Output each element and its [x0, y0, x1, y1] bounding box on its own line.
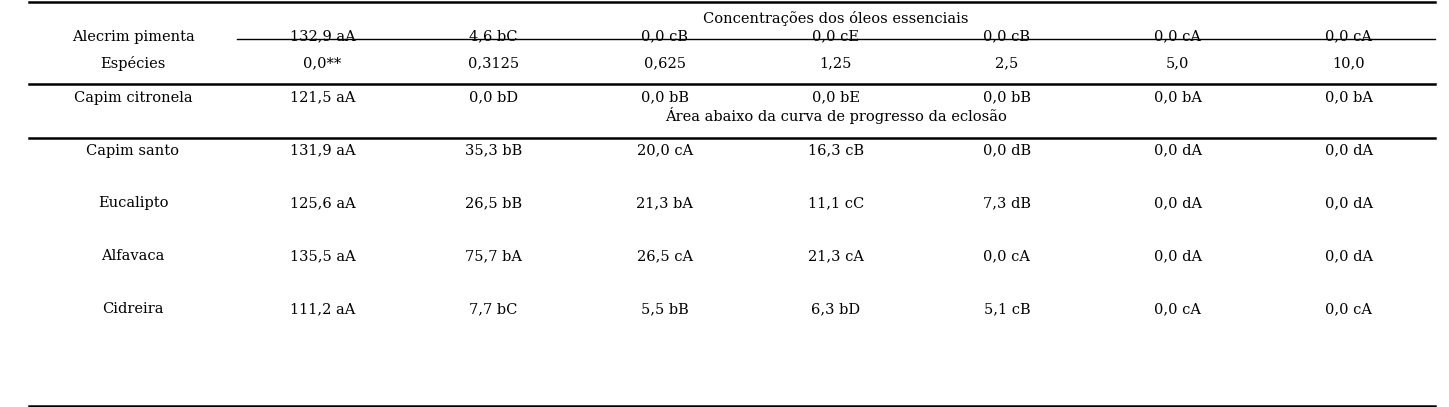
Text: 0,0 cE: 0,0 cE — [813, 30, 859, 44]
Text: 0,0 dB: 0,0 dB — [982, 144, 1030, 158]
Text: 35,3 bB: 35,3 bB — [465, 144, 522, 158]
Text: 121,5 aA: 121,5 aA — [290, 91, 355, 105]
Text: 21,3 cA: 21,3 cA — [807, 249, 864, 263]
Text: Alecrim pimenta: Alecrim pimenta — [71, 30, 194, 44]
Text: Cidreira: Cidreira — [103, 302, 164, 316]
Text: 0,0 cA: 0,0 cA — [1155, 30, 1201, 44]
Text: 2,5: 2,5 — [995, 56, 1019, 70]
Text: 10,0: 10,0 — [1333, 56, 1365, 70]
Text: 0,0 cA: 0,0 cA — [1155, 302, 1201, 316]
Text: 0,0 dA: 0,0 dA — [1153, 144, 1203, 158]
Text: 0,0 cA: 0,0 cA — [984, 249, 1030, 263]
Text: 125,6 aA: 125,6 aA — [290, 197, 355, 210]
Text: 0,625: 0,625 — [643, 56, 685, 70]
Text: Espécies: Espécies — [100, 56, 165, 70]
Text: 0,0 bA: 0,0 bA — [1153, 91, 1201, 105]
Text: Alfavaca: Alfavaca — [101, 249, 165, 263]
Text: 21,3 bA: 21,3 bA — [636, 197, 693, 210]
Text: 0,0 bD: 0,0 bD — [469, 91, 519, 105]
Text: 11,1 cC: 11,1 cC — [807, 197, 864, 210]
Text: 0,0 bB: 0,0 bB — [640, 91, 688, 105]
Text: 0,0 cB: 0,0 cB — [640, 30, 688, 44]
Text: 0,0 cA: 0,0 cA — [1326, 30, 1372, 44]
Text: 16,3 cB: 16,3 cB — [807, 144, 864, 158]
Text: 7,7 bC: 7,7 bC — [469, 302, 517, 316]
Text: 5,0: 5,0 — [1166, 56, 1190, 70]
Text: 135,5 aA: 135,5 aA — [290, 249, 355, 263]
Text: 0,0 dA: 0,0 dA — [1153, 249, 1203, 263]
Text: 131,9 aA: 131,9 aA — [290, 144, 355, 158]
Text: 0,0 bA: 0,0 bA — [1324, 91, 1374, 105]
Text: 0,0 bB: 0,0 bB — [982, 91, 1030, 105]
Text: 0,0 dA: 0,0 dA — [1153, 197, 1203, 210]
Text: Capim citronela: Capim citronela — [74, 91, 193, 105]
Text: 111,2 aA: 111,2 aA — [290, 302, 355, 316]
Text: 26,5 bB: 26,5 bB — [465, 197, 522, 210]
Text: 5,5 bB: 5,5 bB — [640, 302, 688, 316]
Text: 132,9 aA: 132,9 aA — [290, 30, 355, 44]
Text: 0,3125: 0,3125 — [468, 56, 519, 70]
Text: 75,7 bA: 75,7 bA — [465, 249, 522, 263]
Text: 26,5 cA: 26,5 cA — [636, 249, 693, 263]
Text: 6,3 bD: 6,3 bD — [811, 302, 861, 316]
Text: 0,0 cB: 0,0 cB — [984, 30, 1030, 44]
Text: 0,0 cA: 0,0 cA — [1326, 302, 1372, 316]
Text: 0,0 bE: 0,0 bE — [811, 91, 859, 105]
Text: 1,25: 1,25 — [820, 56, 852, 70]
Text: Área abaixo da curva de progresso da eclosão: Área abaixo da curva de progresso da ecl… — [665, 107, 1007, 125]
Text: Concentrações dos óleos essenciais: Concentrações dos óleos essenciais — [703, 11, 968, 26]
Text: 20,0 cA: 20,0 cA — [636, 144, 693, 158]
Text: Eucalipto: Eucalipto — [97, 197, 168, 210]
Text: Capim santo: Capim santo — [87, 144, 180, 158]
Text: 7,3 dB: 7,3 dB — [982, 197, 1030, 210]
Text: 0,0**: 0,0** — [303, 56, 342, 70]
Text: 0,0 dA: 0,0 dA — [1324, 144, 1374, 158]
Text: 4,6 bC: 4,6 bC — [469, 30, 517, 44]
Text: 0,0 dA: 0,0 dA — [1324, 249, 1374, 263]
Text: 5,1 cB: 5,1 cB — [984, 302, 1030, 316]
Text: 0,0 dA: 0,0 dA — [1324, 197, 1374, 210]
